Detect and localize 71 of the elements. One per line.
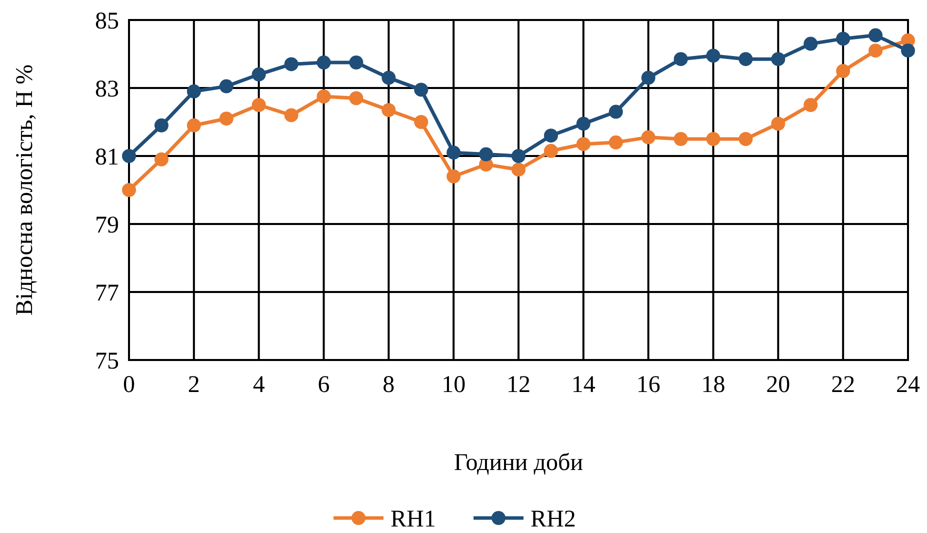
legend-label: RH1 xyxy=(390,506,436,532)
point xyxy=(576,137,590,152)
point xyxy=(641,130,656,144)
point xyxy=(479,147,494,162)
point xyxy=(706,48,720,63)
point xyxy=(284,108,298,122)
point xyxy=(901,44,915,58)
point xyxy=(284,57,298,72)
point xyxy=(414,82,428,97)
point xyxy=(349,91,364,106)
point xyxy=(219,79,234,94)
point xyxy=(836,32,850,46)
y-tick-label: 75 xyxy=(95,348,119,374)
point xyxy=(252,98,266,112)
x-tick-label: 24 xyxy=(896,372,920,398)
point xyxy=(122,149,136,163)
point xyxy=(512,149,526,163)
point xyxy=(544,128,558,143)
y-tick-label: 79 xyxy=(95,212,119,238)
point xyxy=(122,183,136,197)
point xyxy=(576,116,590,131)
point xyxy=(316,56,331,70)
x-axis-title: Години доби xyxy=(454,450,584,476)
x-tick-label: 4 xyxy=(252,372,265,398)
point xyxy=(154,152,168,166)
point xyxy=(608,104,623,119)
point xyxy=(512,162,526,177)
x-tick-label: 22 xyxy=(831,372,856,398)
point xyxy=(186,84,201,98)
x-tick-label: 10 xyxy=(442,372,466,398)
x-tick-label: 8 xyxy=(382,372,395,398)
point xyxy=(674,52,688,66)
y-tick-label: 83 xyxy=(95,76,119,102)
point xyxy=(771,52,786,66)
point xyxy=(349,56,364,70)
point xyxy=(641,70,656,85)
x-tick-label: 0 xyxy=(123,372,135,398)
point xyxy=(771,116,786,131)
point xyxy=(868,28,883,42)
x-tick-label: 18 xyxy=(701,372,726,398)
y-tick-label: 81 xyxy=(95,144,119,170)
point xyxy=(219,112,234,126)
point xyxy=(738,52,753,66)
point xyxy=(382,70,396,85)
y-tick-label: 85 xyxy=(95,8,119,34)
point xyxy=(738,132,753,146)
x-tick-label: 16 xyxy=(636,372,660,398)
x-tick-label: 20 xyxy=(766,372,790,398)
point xyxy=(414,115,428,129)
point xyxy=(446,146,461,160)
x-tick-label: 14 xyxy=(571,372,596,398)
point xyxy=(154,118,168,132)
point xyxy=(706,132,720,146)
x-tick-label: 12 xyxy=(506,372,530,398)
point xyxy=(804,98,818,112)
point xyxy=(608,135,623,150)
point xyxy=(674,132,688,146)
y-tick-label: 77 xyxy=(95,280,119,306)
x-tick-label: 2 xyxy=(188,372,200,398)
point xyxy=(382,103,396,118)
point xyxy=(186,118,201,132)
legend-label: RH2 xyxy=(530,506,576,532)
point xyxy=(868,44,883,58)
point xyxy=(836,64,850,78)
point xyxy=(544,144,558,158)
point xyxy=(316,90,331,104)
x-tick-label: 6 xyxy=(318,372,330,398)
point xyxy=(446,169,461,184)
point xyxy=(804,36,818,51)
y-axis-title: Відносна вологість, Н % xyxy=(12,64,38,316)
point xyxy=(252,67,266,82)
